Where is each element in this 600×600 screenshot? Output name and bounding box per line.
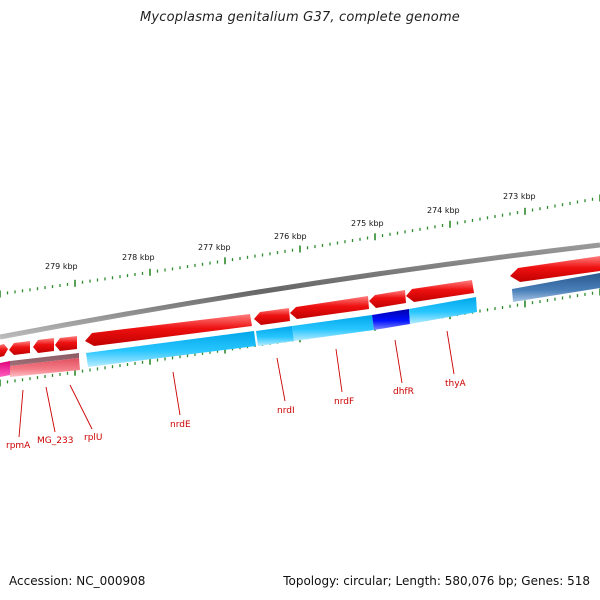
length-value: 580,076 bp [444,574,514,588]
gene-label-MG_233: MG_233 [37,436,73,446]
gene-label-leaders [18,330,455,438]
gene-arrow [290,296,369,319]
genes-label: Genes: [521,574,564,588]
kbp-label-274: 274 kbp [427,206,460,215]
leader-MG_233 [45,386,56,433]
gene-block-faded [512,273,600,302]
genes-value: 518 [567,574,590,588]
gene-arrow [406,280,474,302]
gene-labels: rpmA MG_233 rplU nrdE nrdI nrdF dhfR thy… [6,379,467,451]
kbp-label-273: 273 kbp [503,192,536,201]
kbp-labels: 279 kbp 278 kbp 277 kbp 276 kbp 275 kbp … [45,192,536,271]
gene-block-thyA [409,297,477,324]
kbp-label-275: 275 kbp [351,219,384,228]
topology-label: Topology: [283,574,340,588]
kbp-label-279: 279 kbp [45,262,78,271]
gene-block-dhfR [372,309,410,330]
leader-rplU [69,384,93,430]
kbp-label-277: 277 kbp [198,243,231,252]
gene-arrow [33,338,54,353]
gene-label-dhfR: dhfR [393,387,414,397]
gene-arrow [254,308,290,325]
gene-label-nrdF: nrdF [334,397,354,407]
gene-arrow [85,314,252,346]
genome-backbone [0,242,600,340]
accession-value: NC_000908 [76,574,146,588]
gene-block-pink [10,358,80,377]
gene-arrow [510,256,600,282]
forward-strand-genes [0,256,600,357]
gene-label-nrdE: nrdE [170,420,191,430]
gene-block-nrdE [86,331,256,367]
leader-nrdF [335,348,343,393]
gene-label-rpmA: rpmA [6,441,31,451]
leader-nrdI [276,357,286,402]
gene-block-nrdI [256,326,294,346]
gene-block-magenta [0,361,10,377]
gene-arrow [55,336,77,351]
length-label: Length: [395,574,441,588]
leader-rpmA [18,389,24,438]
leader-nrdE [172,371,181,416]
leader-dhfR [394,339,403,384]
reverse-strand-genes [0,273,600,377]
accession-info: Accession: NC_000908 [9,574,145,588]
topology-value: circular [343,574,388,588]
gene-arrow [9,341,30,355]
gene-block-pink [10,353,79,366]
kbp-label-276: 276 kbp [274,232,307,241]
genome-summary: Topology: circular; Length: 580,076 bp; … [283,574,590,588]
gene-arrow [369,290,406,308]
accession-label: Accession: [9,574,73,588]
gene-label-rplU: rplU [84,433,103,443]
kbp-label-278: 278 kbp [122,253,155,262]
genome-title: Mycoplasma genitalium G37, complete geno… [139,10,461,25]
gene-block-nrdF [292,315,374,341]
gene-label-thyA: thyA [445,379,467,389]
gene-arrow [0,344,8,357]
gene-label-nrdI: nrdI [277,406,295,416]
outer-position-ticks [0,194,600,298]
leader-thyA [446,330,455,375]
